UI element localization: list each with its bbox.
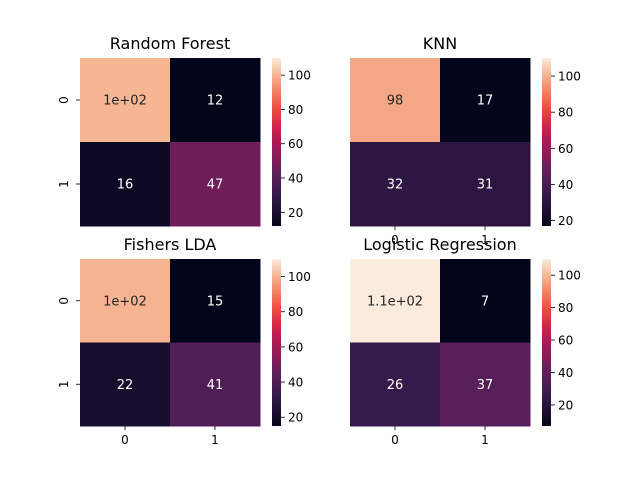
- heatmap-cell: [440, 259, 531, 343]
- heatmap-cell: [440, 142, 531, 227]
- row-tick-label: 0: [57, 96, 71, 104]
- colorbar-tick-label: 40: [558, 366, 573, 380]
- heatmap-cell: [80, 259, 171, 343]
- heatmap-panel: 98 17 32 31 KNN 0 1 20 40 60 80 100: [350, 34, 581, 247]
- heatmap-cell: [80, 342, 171, 427]
- heatmap-cell: [350, 259, 441, 343]
- row-tick-label: 0: [57, 297, 71, 305]
- row-tick-label: 1: [57, 180, 71, 188]
- colorbar-tick-label: 60: [558, 334, 573, 348]
- colorbar-tick-label: 60: [288, 340, 303, 354]
- col-tick-label: 0: [121, 433, 129, 447]
- colorbar-tick-label: 100: [288, 69, 311, 83]
- row-tick-label: 1: [57, 380, 71, 388]
- cell-annotation: 26: [387, 378, 404, 393]
- colorbar-tick-label: 20: [558, 214, 573, 228]
- colorbar-tick-label: 80: [558, 106, 573, 120]
- heatmap-cell: [170, 58, 261, 143]
- heatmap-cell: [80, 58, 171, 143]
- colorbar-tick-label: 20: [558, 398, 573, 412]
- heatmap-title: KNN: [423, 34, 457, 53]
- colorbar-tick-label: 100: [288, 270, 311, 284]
- colorbar-tick-label: 80: [288, 103, 303, 117]
- cell-annotation: 1e+02: [103, 294, 147, 309]
- cell-annotation: 12: [207, 94, 224, 109]
- heatmap-cell: [170, 259, 261, 343]
- cell-annotation: 16: [117, 178, 134, 193]
- heatmap-cell: [350, 342, 441, 427]
- heatmap-panel: 1e+02 12 16 47 Random Forest 0 1 20 40 60 80 100: [57, 34, 311, 227]
- colorbar-tick-label: 100: [558, 70, 581, 84]
- cell-annotation: 15: [207, 294, 224, 309]
- colorbar: [272, 58, 281, 226]
- heatmap-cell: [440, 58, 531, 143]
- colorbar-tick-label: 40: [288, 376, 303, 390]
- colorbar-tick-label: 40: [288, 172, 303, 186]
- colorbar-tick-label: 100: [558, 269, 581, 283]
- col-tick-label: 0: [391, 433, 399, 447]
- cell-annotation: 37: [477, 378, 494, 393]
- cell-annotation: 1.1e+02: [367, 294, 423, 309]
- cell-annotation: 31: [477, 178, 494, 193]
- cell-annotation: 47: [207, 178, 224, 193]
- cell-annotation: 41: [207, 378, 224, 393]
- cell-annotation: 1e+02: [103, 94, 147, 109]
- cell-annotation: 32: [387, 178, 404, 193]
- heatmap-cell: [350, 142, 441, 227]
- colorbar-tick-label: 60: [288, 137, 303, 151]
- colorbar-tick-label: 80: [288, 305, 303, 319]
- colorbar-tick-label: 80: [558, 301, 573, 315]
- heatmap-panel: 1e+02 15 22 41 Fishers LDA 0 1 0 1 20 40 60 80 100: [57, 235, 311, 447]
- heatmap-title: Random Forest: [110, 34, 230, 53]
- heatmap-title: Logistic Regression: [363, 235, 516, 254]
- cell-annotation: 98: [387, 94, 404, 109]
- cell-annotation: 17: [477, 94, 494, 109]
- colorbar-tick-label: 60: [558, 142, 573, 156]
- col-tick-label: 1: [481, 233, 489, 247]
- col-tick-label: 0: [391, 233, 399, 247]
- heatmap-cell: [80, 142, 171, 227]
- cell-annotation: 22: [117, 378, 134, 393]
- colorbar: [542, 58, 551, 226]
- col-tick-label: 1: [481, 433, 489, 447]
- heatmap-cell: [440, 342, 531, 427]
- heatmap-title: Fishers LDA: [124, 235, 217, 254]
- colorbar-tick-label: 20: [288, 411, 303, 425]
- heatmap-cell: [170, 342, 261, 427]
- heatmap-cell: [350, 58, 441, 143]
- cell-annotation: 7: [481, 294, 489, 309]
- heatmap-cell: [170, 142, 261, 227]
- colorbar-tick-label: 40: [558, 178, 573, 192]
- col-tick-label: 1: [211, 433, 219, 447]
- colorbar-tick-label: 20: [288, 206, 303, 220]
- colorbar: [272, 259, 281, 426]
- colorbar: [542, 259, 551, 426]
